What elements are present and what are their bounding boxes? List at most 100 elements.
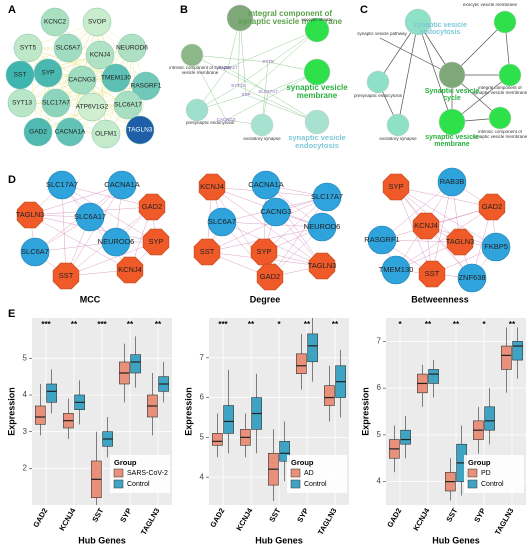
box — [35, 405, 46, 425]
box — [130, 354, 141, 374]
node-label: synaptic vesicle membrane — [286, 84, 348, 101]
legend-key — [113, 479, 124, 489]
panel-label: C — [360, 4, 368, 16]
x-tick-label: KCNJ4 — [234, 506, 255, 533]
x-tick-label: SST — [90, 506, 105, 523]
node-label: CACNA1A — [104, 180, 139, 189]
node-label: NEUROD6 — [116, 45, 148, 52]
edge — [47, 72, 147, 87]
node — [381, 255, 411, 285]
node-label: TMEM130 — [379, 265, 414, 274]
node — [13, 33, 43, 63]
y-axis-label: Expression — [183, 387, 193, 436]
node-label: presynaptic endocytosis — [185, 121, 235, 125]
gene-label: SYT13 — [231, 83, 245, 88]
node-label: SLC17A7 — [46, 180, 78, 189]
edge — [61, 184, 157, 243]
x-tick-label: TAGLN3 — [493, 506, 516, 536]
node-label-box: exocytic vesicle — [301, 18, 332, 22]
y-tick-label: 5 — [377, 430, 382, 439]
legend-key — [113, 468, 124, 478]
node — [33, 58, 63, 88]
legend-title: Group — [468, 458, 491, 467]
node — [198, 173, 226, 201]
x-tick-label: SST — [267, 506, 282, 523]
x-tick-label: SYP — [118, 506, 133, 524]
node — [404, 8, 432, 36]
node-label: SYP — [256, 247, 271, 256]
node-label: SYT13 — [12, 100, 32, 107]
network-title: Betweenness — [411, 294, 469, 304]
node-label: SLC6A7 — [56, 45, 81, 52]
node-label: CACNA1A — [248, 180, 283, 189]
gene-label: CACNG3 — [217, 117, 236, 122]
node-label: GAD2 — [142, 202, 162, 211]
edge — [245, 94, 318, 123]
node — [101, 227, 131, 257]
node — [303, 58, 331, 86]
node-label: TAGLN3 — [16, 210, 45, 219]
edge — [61, 184, 67, 277]
edge — [55, 85, 147, 104]
x-tick-label: KCNJ4 — [57, 506, 78, 533]
y-tick-label: 7 — [200, 353, 205, 362]
node — [116, 256, 144, 284]
node — [251, 170, 281, 200]
box — [400, 429, 411, 445]
node — [53, 33, 83, 63]
node — [481, 232, 511, 262]
node — [67, 65, 97, 95]
node — [138, 193, 166, 221]
significance: ** — [332, 320, 339, 329]
node — [180, 43, 204, 67]
x-tick-label: GAD2 — [31, 506, 49, 529]
node-label: intrinsic component of synaptic vesicle … — [472, 130, 528, 139]
edge — [225, 71, 318, 121]
node — [55, 117, 85, 147]
edge — [227, 29, 318, 69]
node-label-box: excitatory synapse — [243, 137, 281, 141]
gene-label: SYP — [241, 92, 250, 97]
edge — [21, 102, 129, 106]
node-label-box: synaptic vesicle membrane — [286, 84, 348, 101]
legend-key — [467, 468, 478, 478]
node — [52, 262, 80, 290]
node-label-box: presynaptic endocytosis — [185, 121, 235, 125]
legend-label: Control — [481, 481, 504, 488]
x-tick-label: GAD2 — [385, 506, 403, 529]
node — [91, 119, 121, 149]
node — [82, 7, 112, 37]
node-label: TAGLN3 — [308, 261, 337, 270]
node-label: CACNG3 — [260, 207, 291, 216]
node-label: KCNJ4 — [414, 221, 438, 230]
node — [261, 197, 291, 227]
node — [488, 106, 512, 130]
x-tick-label: KCNJ4 — [411, 506, 432, 533]
node-label: excitatory synapse — [243, 137, 281, 141]
edge — [65, 241, 157, 277]
node-label-box: excitatory synapse — [379, 137, 416, 141]
box — [484, 406, 495, 431]
node — [437, 167, 467, 197]
node-label-box: presynaptic endocytosis — [354, 94, 402, 98]
node-label-box: integral component of synaptic vesicle m… — [473, 86, 527, 95]
node-label: integral component of synaptic vesicle m… — [237, 10, 343, 27]
network-title: MCC — [80, 294, 101, 304]
y-tick-label: 5 — [23, 353, 28, 362]
box — [223, 405, 234, 434]
node — [75, 202, 105, 232]
node — [418, 260, 446, 288]
edge — [397, 21, 419, 126]
node-label: OLFM1 — [95, 131, 117, 138]
node-label: SLC6A7 — [208, 217, 236, 226]
edge — [55, 21, 98, 104]
panel-label: D — [8, 174, 16, 186]
node — [493, 10, 517, 34]
node — [113, 90, 143, 120]
node — [457, 263, 487, 293]
node — [207, 207, 237, 237]
network-title: Degree — [250, 294, 281, 304]
edge — [237, 29, 318, 87]
node-label: SST — [425, 269, 440, 278]
node-label: exocytic vesicle membrane — [462, 3, 518, 7]
